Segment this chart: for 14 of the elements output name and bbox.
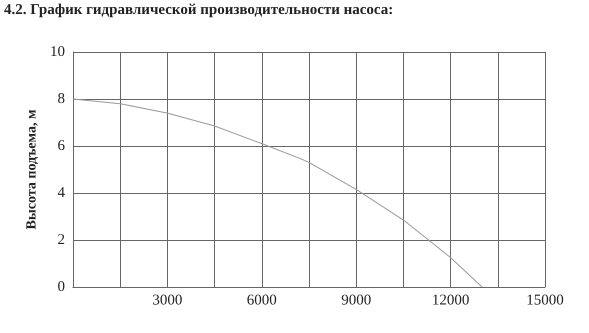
x-tick-label: 6000 <box>246 292 277 308</box>
x-tick-label: 9000 <box>341 292 372 308</box>
y-tick-label: 4 <box>58 185 66 201</box>
y-tick-label: 10 <box>50 44 65 60</box>
x-tick-label: 15000 <box>526 292 564 308</box>
y-axis-title: Высота подъема, м <box>24 109 40 230</box>
y-tick-label: 0 <box>58 279 65 295</box>
line-series <box>72 98 483 288</box>
x-tick-label: 3000 <box>152 292 182 308</box>
y-tick-label: 6 <box>58 138 66 154</box>
chart-title: 4.2. График гидравлической производительности насоса: <box>4 2 394 19</box>
y-tick-label: 2 <box>58 232 65 248</box>
y-tick-label: 8 <box>58 91 65 107</box>
x-tick-label: 12000 <box>432 292 470 308</box>
